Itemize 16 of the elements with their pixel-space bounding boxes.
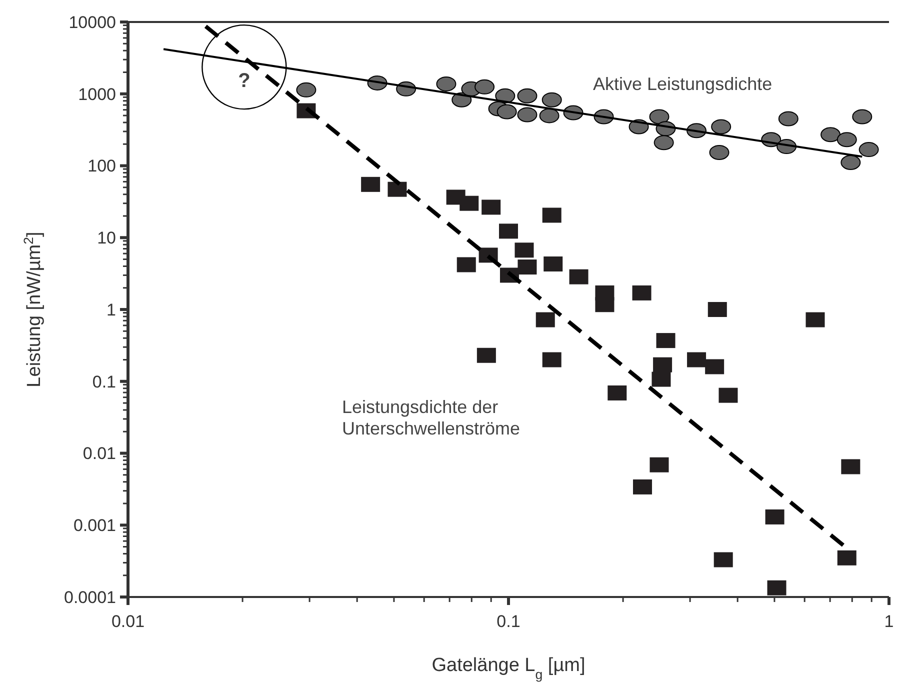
y-tick-label: 0.001 [73, 516, 116, 536]
y-tick-label: 100 [88, 156, 116, 176]
y-tick-label: 1 [106, 300, 116, 320]
y-tick-label: 0.01 [82, 444, 116, 464]
y-tick-label: 0.0001 [64, 588, 116, 607]
annotation: ? [238, 70, 250, 92]
x-tick-label: 0.01 [111, 612, 145, 631]
x-tick-label: 0.1 [496, 612, 520, 631]
x-tick-label: 1 [884, 612, 894, 631]
y-tick-label: 1000 [78, 84, 116, 104]
y-tick-label: 10 [97, 228, 116, 248]
series-label: Aktive Leistungsdichte [593, 74, 772, 94]
y-tick-label: 0.1 [92, 372, 116, 392]
y-tick-label: 10000 [68, 12, 116, 32]
text: Leistungsdichte der Unterschwellenströme [342, 397, 520, 439]
x-axis-title: Gatelänge L$_{g}$ [µm] [432, 655, 586, 682]
